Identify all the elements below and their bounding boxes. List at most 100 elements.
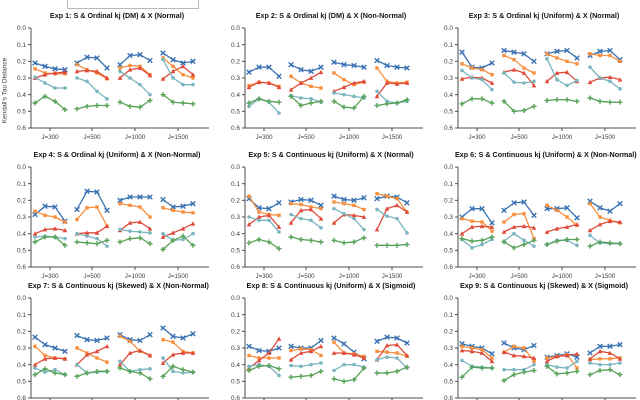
svg-text:J=500: J=500 [83,273,101,280]
svg-text:0.4: 0.4 [444,92,453,99]
svg-text:0.2: 0.2 [444,198,453,205]
svg-text:0.4: 0.4 [17,362,26,369]
subplot-canvas: 0.0 0.1 0.2 0.3 0.4 0.5 0.6 J=300 J=500 J=1000 J=1… [17,164,209,280]
svg-text:0.4: 0.4 [444,231,453,238]
svg-text:J=300: J=300 [41,273,59,280]
svg-text:0.0: 0.0 [17,295,26,302]
svg-text:J=1000: J=1000 [339,273,360,280]
svg-text:J=500: J=500 [83,134,101,141]
svg-text:0.0: 0.0 [444,25,453,32]
svg-text:0.6: 0.6 [231,125,240,132]
subplot-exp2: Exp 2: S & Ordinal kj (DM) & X (Non-Norm… [214,10,427,150]
svg-text:0.3: 0.3 [231,345,240,352]
svg-text:0.3: 0.3 [444,214,453,221]
subplot-title: Exp 4: S & Ordinal kj (Uniform) & X (Non… [33,150,201,159]
svg-text:J=1000: J=1000 [552,273,573,280]
subplot-exp5: Exp 5: S & Continuous kj (Uniform) & X (… [214,149,427,289]
svg-text:0.5: 0.5 [17,248,26,255]
subplot-title: Exp 2: S & Ordinal kj (DM) & X (Non-Norm… [255,11,407,20]
svg-text:0.6: 0.6 [17,264,26,271]
svg-text:0.2: 0.2 [231,329,240,336]
svg-text:J=1500: J=1500 [382,273,403,280]
svg-text:J=500: J=500 [510,273,528,280]
svg-text:0.1: 0.1 [231,181,240,188]
svg-text:0.6: 0.6 [231,395,240,400]
svg-text:J=500: J=500 [297,273,315,280]
subplot-title: Exp 8: S & Continuous kj (Uniform) & X (… [246,281,416,290]
svg-text:0.4: 0.4 [231,362,240,369]
svg-text:0.5: 0.5 [444,379,453,386]
svg-text:0.0: 0.0 [231,295,240,302]
subplot-canvas: 0.00.10.20.30.40.50.6J=300J=500J=1000J=1… [444,295,636,400]
svg-text:0.4: 0.4 [231,231,240,238]
svg-text:0.2: 0.2 [231,59,240,66]
svg-text:0.1: 0.1 [231,42,240,49]
svg-text:0.4: 0.4 [17,231,26,238]
subplot-title: Exp 7: S & Continuous kj (Skewed) & X (N… [28,281,209,290]
svg-text:J=300: J=300 [255,273,273,280]
svg-text:0.0: 0.0 [17,164,26,171]
svg-text:0.6: 0.6 [17,125,26,132]
svg-text:0.2: 0.2 [444,59,453,66]
subplot-exp4: Exp 4: S & Ordinal kj (Uniform) & X (Non… [0,149,213,289]
svg-text:0.2: 0.2 [444,329,453,336]
svg-text:0.3: 0.3 [17,345,26,352]
svg-text:0.1: 0.1 [17,312,26,319]
svg-text:0.6: 0.6 [444,125,453,132]
svg-text:0.1: 0.1 [231,312,240,319]
svg-text:0.4: 0.4 [17,92,26,99]
svg-text:0.0: 0.0 [444,295,453,302]
subplot-exp8: Exp 8: S & Continuous kj (Uniform) & X (… [214,280,427,400]
svg-text:0.3: 0.3 [444,75,453,82]
svg-text:J=1500: J=1500 [168,273,189,280]
subplot-exp1: Exp 1: S & Ordinal kj (DM) & X (Normal) … [0,10,213,150]
subplot-canvas: 0.00.10.20.30.40.50.6J=300J=500J=1000J=1… [17,295,209,400]
svg-text:0.2: 0.2 [231,198,240,205]
svg-text:J=500: J=500 [297,134,315,141]
svg-text:0.3: 0.3 [231,75,240,82]
svg-text:0.4: 0.4 [444,362,453,369]
svg-text:0.5: 0.5 [444,248,453,255]
svg-text:0.0: 0.0 [17,25,26,32]
svg-text:0.2: 0.2 [17,198,26,205]
svg-text:0.1: 0.1 [444,312,453,319]
svg-text:0.0: 0.0 [231,164,240,171]
subplot-title: Exp 9: S & Continuous kj (Skewed) & X (S… [459,281,629,290]
subplot-exp7: Exp 7: S & Continuous kj (Skewed) & X (N… [0,280,213,400]
svg-text:0.5: 0.5 [231,379,240,386]
svg-text:0.3: 0.3 [17,75,26,82]
svg-text:0.0: 0.0 [231,25,240,32]
svg-text:0.1: 0.1 [444,42,453,49]
svg-text:J=1500: J=1500 [595,134,616,141]
svg-text:J=1500: J=1500 [595,273,616,280]
svg-text:J=1500: J=1500 [168,134,189,141]
svg-text:0.0: 0.0 [444,164,453,171]
svg-text:J=300: J=300 [255,134,273,141]
svg-text:J=1000: J=1000 [125,273,146,280]
svg-text:0.3: 0.3 [17,214,26,221]
svg-text:0.6: 0.6 [17,395,26,400]
svg-text:0.1: 0.1 [17,181,26,188]
svg-text:J=1500: J=1500 [382,134,403,141]
svg-text:J=300: J=300 [41,134,59,141]
subplot-exp9: Exp 9: S & Continuous kj (Skewed) & X (S… [427,280,640,400]
svg-text:J=300: J=300 [468,134,486,141]
svg-text:0.2: 0.2 [17,59,26,66]
subplot-title: Exp 5: S & Continuous kj (Uniform) & X (… [248,150,414,159]
subplot-exp6: Exp 6: S & Continuous kj (Uniform) & X (… [427,149,640,289]
svg-text:0.6: 0.6 [231,264,240,271]
svg-text:0.1: 0.1 [444,181,453,188]
svg-text:0.3: 0.3 [231,214,240,221]
svg-text:0.3: 0.3 [444,345,453,352]
svg-text:0.6: 0.6 [444,395,453,400]
svg-text:0.4: 0.4 [231,92,240,99]
svg-text:0.5: 0.5 [17,109,26,116]
legend-box [67,0,199,9]
svg-text:J=300: J=300 [468,273,486,280]
